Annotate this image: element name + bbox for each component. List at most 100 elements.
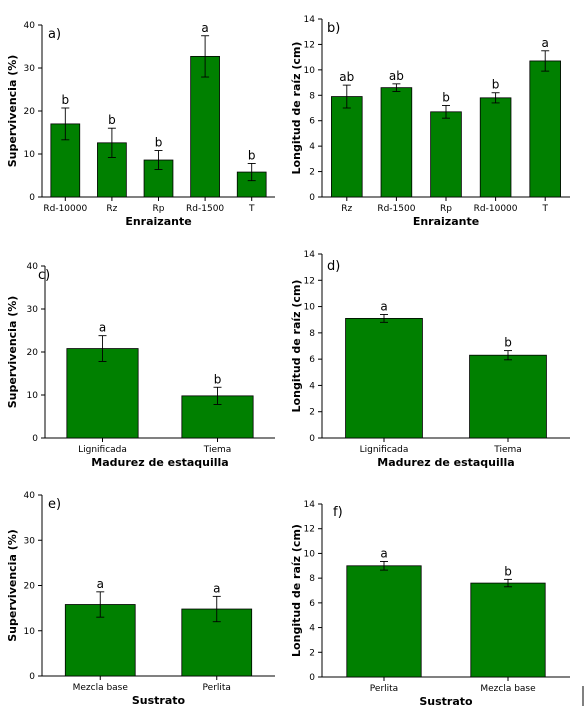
y-tick-label: 30	[24, 536, 36, 546]
chart-panel-6: 0 2 4 6 8 10 12 14 a Perlita b Mezcla base Sustrato L…	[290, 500, 570, 708]
panel-label: a)	[48, 27, 61, 42]
y-axis-title: Supervivencia (%)	[6, 529, 19, 642]
y-tick-label: 30	[24, 64, 36, 74]
y-tick-label: 10	[24, 627, 36, 637]
panel-label: f)	[333, 505, 343, 520]
bar	[331, 96, 363, 198]
y-tick-label: 8	[309, 91, 315, 101]
y-tick-label: 20	[24, 107, 36, 117]
x-axis-title: Sustrato	[419, 695, 473, 708]
y-tick-label: 14	[304, 15, 316, 25]
significance-letter: a	[213, 581, 220, 595]
y-tick-label: 20	[24, 582, 36, 592]
y-tick-label: 14	[304, 250, 316, 260]
chart-panel-1: 0 10 20 30 40 b Rd-10000 b Rz b Rp a Rd-1500 b T Enraiz…	[6, 21, 275, 228]
y-tick-label: 10	[24, 150, 36, 160]
y-tick-label: 2	[309, 168, 315, 178]
y-tick-label: 6	[309, 599, 315, 609]
significance-letter: a	[201, 21, 208, 35]
significance-letter: b	[155, 136, 163, 150]
y-tick-label: 0	[32, 434, 38, 444]
bar	[66, 348, 139, 439]
bar	[470, 582, 546, 678]
x-tick-label: Rp	[153, 204, 165, 214]
bar	[469, 354, 547, 439]
y-axis-title: Supervivencia (%)	[6, 55, 19, 168]
bar	[345, 317, 423, 439]
y-tick-label: 10	[304, 66, 316, 76]
significance-letter: b	[442, 90, 450, 104]
y-tick-label: 12	[304, 276, 315, 286]
bar	[190, 55, 220, 198]
y-tick-label: 8	[309, 574, 315, 584]
x-axis-title: Enraizante	[125, 215, 191, 228]
y-tick-label: 30	[27, 305, 39, 315]
y-tick-label: 6	[309, 117, 315, 127]
bar	[479, 97, 512, 198]
x-tick-label: Rd-10000	[43, 204, 87, 214]
x-tick-label: Perlita	[370, 684, 398, 694]
y-tick-label: 20	[27, 348, 39, 358]
x-axis-title: Madurez de estaquilla	[91, 456, 228, 469]
x-axis-title: Enraizante	[413, 215, 479, 228]
y-tick-label: 40	[24, 21, 36, 31]
y-tick-label: 0	[309, 193, 315, 203]
x-tick-label: Tiema	[203, 445, 232, 455]
y-axis-title: Longitud de raíz (cm)	[290, 42, 303, 175]
significance-letter: ab	[389, 69, 404, 83]
y-tick-label: 6	[309, 355, 315, 365]
bar	[346, 565, 422, 678]
y-axis-title: Supervivencia (%)	[6, 296, 19, 409]
x-tick-label: Tiema	[493, 445, 522, 455]
y-tick-label: 12	[304, 525, 315, 535]
y-tick-label: 10	[304, 549, 316, 559]
x-tick-label: T	[541, 204, 548, 214]
significance-letter: b	[504, 564, 512, 578]
significance-letter: b	[108, 113, 116, 127]
significance-letter: a	[380, 299, 387, 313]
bar	[430, 111, 462, 198]
x-tick-label: Mezcla base	[73, 683, 129, 693]
significance-letter: a	[99, 321, 106, 335]
bar	[529, 60, 561, 198]
panel-label: c)	[38, 268, 50, 283]
y-tick-label: 2	[309, 648, 315, 658]
y-axis-title: Longitud de raíz (cm)	[290, 280, 303, 413]
x-tick-label: Rz	[106, 204, 117, 214]
chart-panel-2: 0 2 4 6 8 10 12 14 ab Rz ab Rd-1500 b Rp b Rd-10000 a T En…	[290, 15, 570, 228]
chart-panel-5: 0 10 20 30 40 a Mezcla base a Perlita Sustrato Sup…	[6, 491, 275, 707]
y-tick-label: 4	[309, 381, 315, 391]
panel-label: b)	[327, 21, 340, 36]
significance-letter: b	[61, 93, 69, 107]
y-tick-label: 4	[309, 142, 315, 152]
x-tick-label: Perlita	[203, 683, 231, 693]
significance-letter: b	[504, 336, 512, 350]
y-tick-label: 40	[24, 491, 36, 501]
significance-letter: a	[97, 577, 104, 591]
y-tick-label: 40	[27, 262, 39, 272]
x-tick-label: Lignificada	[78, 445, 127, 455]
x-tick-label: Rp	[440, 204, 452, 214]
y-tick-label: 0	[29, 672, 35, 682]
y-tick-label: 12	[304, 40, 315, 50]
x-tick-label: Rd-1500	[377, 204, 415, 214]
panel-label: d)	[327, 259, 340, 274]
significance-letter: ab	[339, 70, 354, 84]
x-tick-label: Rd-10000	[474, 204, 518, 214]
y-axis-title: Longitud de raíz (cm)	[290, 524, 303, 657]
significance-letter: b	[248, 148, 256, 162]
significance-letter: b	[492, 78, 500, 92]
bar	[380, 87, 413, 198]
y-tick-label: 0	[29, 193, 35, 203]
x-tick-label: Mezcla base	[480, 684, 536, 694]
x-axis-title: Madurez de estaquilla	[377, 456, 514, 469]
y-tick-label: 14	[304, 500, 316, 510]
x-tick-label: Rz	[341, 204, 352, 214]
y-tick-label: 0	[309, 673, 315, 683]
y-tick-label: 10	[27, 391, 39, 401]
x-axis-title: Sustrato	[132, 694, 186, 707]
significance-letter: b	[214, 372, 222, 386]
